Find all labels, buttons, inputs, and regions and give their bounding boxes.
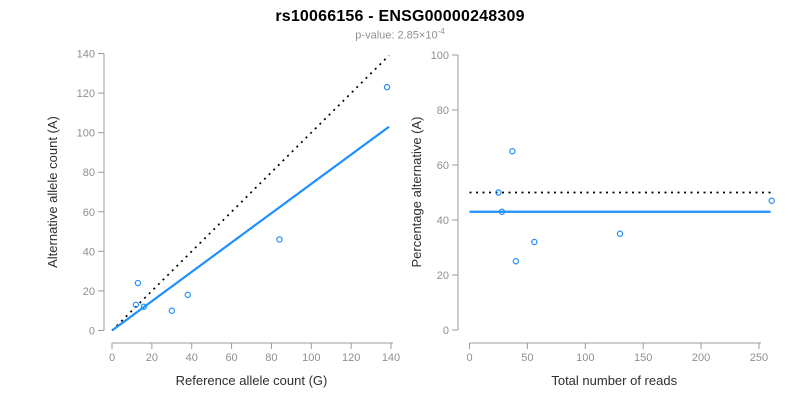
data-point	[140, 303, 148, 310]
y-tick-label: 40	[83, 246, 95, 258]
x-tick-label: 250	[750, 352, 768, 364]
x-tick-label: 150	[634, 352, 652, 364]
y-tick-label: 100	[77, 128, 95, 140]
data-point	[498, 208, 506, 215]
x-tick-label: 120	[342, 352, 360, 364]
y-tick-label: 140	[77, 49, 95, 61]
y-tick-label: 60	[83, 207, 95, 219]
x-axis-title: Reference allele count (G)	[176, 373, 328, 388]
y-tick-label: 120	[77, 88, 95, 100]
x-tick-label: 140	[382, 352, 400, 364]
x-tick-label: 80	[265, 352, 277, 364]
x-tick-label: 100	[576, 352, 594, 364]
x-tick-label: 20	[146, 352, 158, 364]
x-tick-label: 100	[302, 352, 320, 364]
identity-line	[111, 54, 390, 332]
y-tick-label: 40	[437, 215, 449, 227]
percentage-vs-reads-chart: 0 20 40 60 80 100 0 50 100 150 200 250 Total number …	[409, 50, 775, 388]
pvalue-text: p-value: 2.85×10	[355, 29, 438, 42]
fit-line	[111, 125, 390, 332]
x-tick-label: 50	[521, 352, 533, 364]
data-point	[132, 301, 140, 308]
y-tick-label: 80	[83, 167, 95, 179]
allele-counts-chart: 0 20 40 60 80 100 120 140 0 20 40 60 80 100 120 140 Refe…	[45, 49, 400, 389]
x-tick-label: 60	[225, 352, 237, 364]
y-axis-title: Alternative allele count (A)	[45, 116, 60, 268]
data-point	[531, 238, 538, 246]
data-point	[383, 83, 391, 91]
y-tick-label: 20	[83, 286, 95, 298]
data-point	[509, 148, 516, 155]
y-axis-title: Percentage alternative (A)	[409, 116, 424, 267]
x-tick-label: 0	[109, 352, 115, 364]
data-point	[495, 189, 502, 196]
x-tick-label: 0	[466, 352, 472, 364]
x-tick-label: 200	[692, 352, 710, 364]
data-point	[276, 236, 283, 243]
y-tick-label: 20	[437, 270, 449, 282]
y-tick-label: 60	[437, 160, 449, 172]
y-tick-label: 0	[443, 325, 449, 337]
x-tick-label: 40	[186, 352, 198, 364]
data-point	[184, 291, 191, 299]
y-tick-label: 0	[89, 326, 95, 338]
page-title: rs10066156 - ENSG00000248309	[275, 8, 525, 25]
y-tick-label: 80	[437, 105, 449, 117]
data-point	[768, 197, 775, 204]
data-point	[134, 279, 142, 287]
data-point	[616, 230, 624, 237]
pvalue-exponent: -4	[437, 27, 445, 36]
x-axis-title: Total number of reads	[551, 373, 677, 388]
pvalue-subtitle: p-value: 2.85×10-4	[0, 27, 800, 42]
data-point	[168, 307, 175, 314]
y-tick-label: 100	[431, 50, 449, 62]
data-point	[512, 258, 520, 265]
